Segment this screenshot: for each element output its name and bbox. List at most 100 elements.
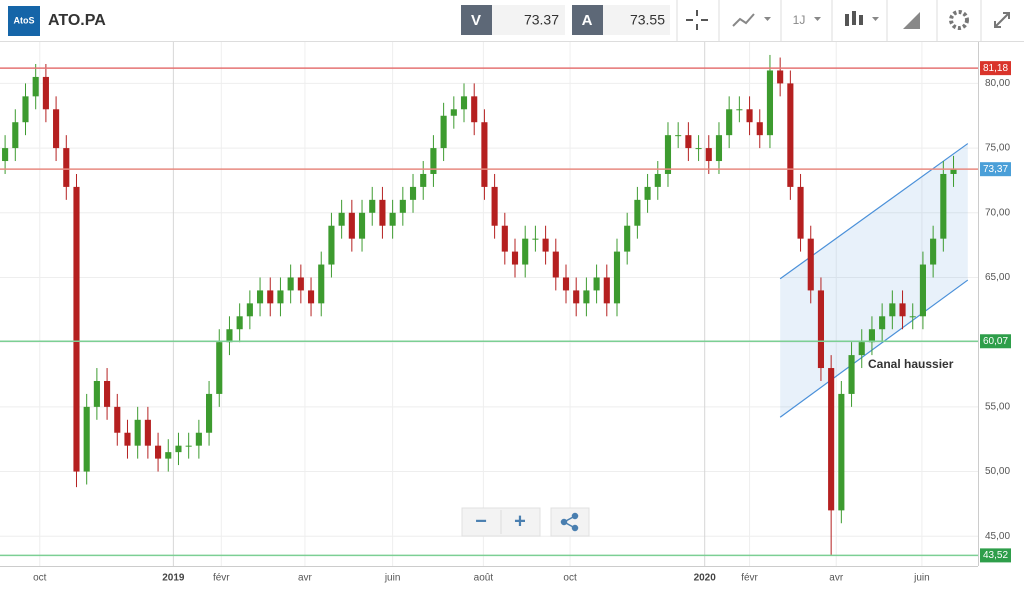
candle-body: [715, 135, 723, 162]
candle-body: [899, 303, 906, 317]
level-tag: [980, 61, 1011, 76]
candle-body: [399, 199, 406, 213]
x-tick-label: avr: [829, 573, 844, 584]
y-tick-label: 80,00: [985, 78, 1010, 89]
candle-body: [206, 393, 213, 433]
fullscreen-icon[interactable]: [994, 12, 1010, 28]
candle-body: [797, 186, 804, 239]
draw-icon[interactable]: [903, 12, 920, 29]
candle-body: [42, 76, 49, 110]
candle-body: [297, 277, 304, 291]
candle-body: [379, 199, 386, 226]
zoom-controls: − +: [461, 507, 590, 537]
candle-body: [246, 303, 253, 317]
level-label: 73,37: [983, 164, 1008, 175]
candle-body: [522, 238, 529, 265]
candle-body: [226, 329, 233, 343]
candle-body: [440, 115, 447, 149]
settings-icon[interactable]: [949, 10, 969, 30]
candle-body: [654, 173, 661, 187]
x-tick-label: juin: [913, 573, 930, 584]
interval[interactable]: 1J: [793, 13, 806, 27]
candle-body: [817, 290, 825, 369]
level-label: 43,52: [983, 550, 1008, 561]
candle-body: [53, 109, 60, 149]
candle-body: [124, 432, 131, 446]
candle-body: [287, 277, 294, 291]
x-tick-label: août: [474, 573, 494, 584]
level-label: 81,18: [983, 63, 1008, 74]
y-tick-label: 45,00: [985, 531, 1010, 542]
candle-body: [114, 406, 121, 433]
bid-box[interactable]: [461, 5, 492, 35]
x-tick-label: oct: [563, 573, 577, 584]
level-label: 60,07: [983, 336, 1008, 347]
candle-body: [491, 186, 498, 226]
candle-body: [32, 76, 39, 97]
x-tick-label: févr: [213, 573, 230, 584]
candle-body: [389, 212, 396, 226]
candle-body: [603, 277, 610, 304]
candle-body: [12, 122, 19, 149]
candle-body: [807, 238, 814, 291]
ask-box[interactable]: [572, 5, 603, 35]
candle-body: [777, 70, 784, 84]
candle-body: [511, 251, 519, 265]
candle-body: [267, 290, 274, 304]
candle-body: [73, 186, 80, 472]
bid-label: V: [471, 12, 481, 29]
candle-body: [950, 168, 957, 174]
candle-body: [318, 264, 325, 304]
candle-body: [430, 148, 437, 174]
candle-body: [338, 212, 345, 226]
candle-body: [134, 419, 141, 446]
chart-type-icon[interactable]: [732, 13, 771, 27]
candle-body: [409, 186, 417, 200]
candle-body: [766, 70, 774, 136]
candle-body: [930, 238, 937, 265]
candle-body: [695, 148, 702, 150]
candle-body: [624, 225, 631, 252]
candle-body: [93, 380, 100, 407]
candle-body: [858, 342, 865, 356]
candle-body: [940, 173, 947, 239]
logo: [8, 6, 40, 36]
plot: 45,0050,0055,0060,0065,0070,0075,0080,00…: [0, 42, 1011, 584]
candle-body: [542, 238, 549, 252]
candle-body: [2, 148, 9, 162]
candle-body: [471, 96, 478, 123]
share-icon[interactable]: [560, 512, 579, 532]
candle-body: [634, 199, 641, 226]
candle-body: [155, 445, 162, 459]
level-tag: [980, 162, 1011, 177]
y-tick-label: 50,00: [985, 466, 1010, 477]
ask-value-box: [603, 5, 670, 35]
toolbar-separators: [676, 0, 982, 41]
candle-body: [63, 148, 70, 187]
candle-body: [675, 135, 682, 137]
zoom-out[interactable]: −: [475, 510, 487, 532]
candle-body: [501, 225, 508, 252]
zoom-in[interactable]: +: [514, 510, 526, 532]
candle-body: [879, 316, 886, 330]
x-tick-label: 2020: [694, 573, 717, 584]
candle-body: [328, 225, 335, 265]
channel-line: [779, 279, 969, 418]
candle-body: [664, 135, 672, 174]
logo-text: AtoS: [14, 15, 35, 25]
candle-body: [685, 135, 692, 149]
candle-body: [746, 109, 753, 123]
candle-body: [787, 83, 794, 187]
crosshair-icon[interactable]: [686, 10, 708, 30]
candle-body: [838, 393, 845, 511]
candle-body: [828, 368, 835, 511]
candle-body: [369, 199, 376, 213]
candle-body: [909, 316, 916, 318]
candle-body: [613, 251, 621, 304]
y-tick-label: 65,00: [985, 272, 1010, 283]
candle-body: [83, 406, 90, 472]
candle-body: [705, 148, 712, 162]
bid-value-box: [492, 5, 565, 35]
candles-icon[interactable]: [845, 11, 879, 26]
level-tag: [980, 548, 1011, 563]
